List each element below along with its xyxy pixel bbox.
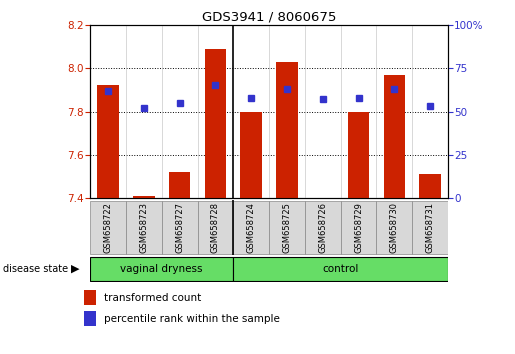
Text: GSM658723: GSM658723 bbox=[140, 202, 148, 253]
Title: GDS3941 / 8060675: GDS3941 / 8060675 bbox=[202, 11, 336, 24]
Text: GSM658730: GSM658730 bbox=[390, 202, 399, 253]
Bar bbox=[97, 85, 119, 198]
Text: GSM658729: GSM658729 bbox=[354, 202, 363, 252]
Bar bbox=[348, 112, 369, 198]
FancyBboxPatch shape bbox=[162, 201, 198, 254]
FancyBboxPatch shape bbox=[305, 201, 341, 254]
Bar bbox=[133, 196, 154, 198]
FancyBboxPatch shape bbox=[90, 257, 233, 281]
Bar bbox=[419, 175, 441, 198]
FancyBboxPatch shape bbox=[233, 201, 269, 254]
Text: GSM658728: GSM658728 bbox=[211, 202, 220, 253]
FancyBboxPatch shape bbox=[90, 201, 126, 254]
Text: ▶: ▶ bbox=[71, 264, 80, 274]
FancyBboxPatch shape bbox=[126, 201, 162, 254]
FancyBboxPatch shape bbox=[269, 201, 305, 254]
Text: GSM658722: GSM658722 bbox=[104, 202, 112, 252]
FancyBboxPatch shape bbox=[376, 201, 413, 254]
FancyBboxPatch shape bbox=[413, 201, 448, 254]
Text: vaginal dryness: vaginal dryness bbox=[121, 264, 203, 274]
Bar bbox=[83, 290, 96, 305]
Text: transformed count: transformed count bbox=[104, 292, 201, 303]
Text: disease state: disease state bbox=[3, 264, 67, 274]
Bar bbox=[276, 62, 298, 198]
Text: GSM658726: GSM658726 bbox=[318, 202, 327, 253]
Text: GSM658725: GSM658725 bbox=[283, 202, 291, 252]
Bar bbox=[204, 48, 226, 198]
Bar bbox=[83, 311, 96, 326]
FancyBboxPatch shape bbox=[233, 257, 448, 281]
Bar bbox=[384, 75, 405, 198]
Text: percentile rank within the sample: percentile rank within the sample bbox=[104, 314, 280, 324]
Text: GSM658724: GSM658724 bbox=[247, 202, 255, 252]
Text: control: control bbox=[322, 264, 359, 274]
Text: GSM658727: GSM658727 bbox=[175, 202, 184, 253]
Bar bbox=[241, 112, 262, 198]
FancyBboxPatch shape bbox=[341, 201, 376, 254]
Bar bbox=[169, 172, 191, 198]
Text: GSM658731: GSM658731 bbox=[426, 202, 435, 253]
FancyBboxPatch shape bbox=[198, 201, 233, 254]
